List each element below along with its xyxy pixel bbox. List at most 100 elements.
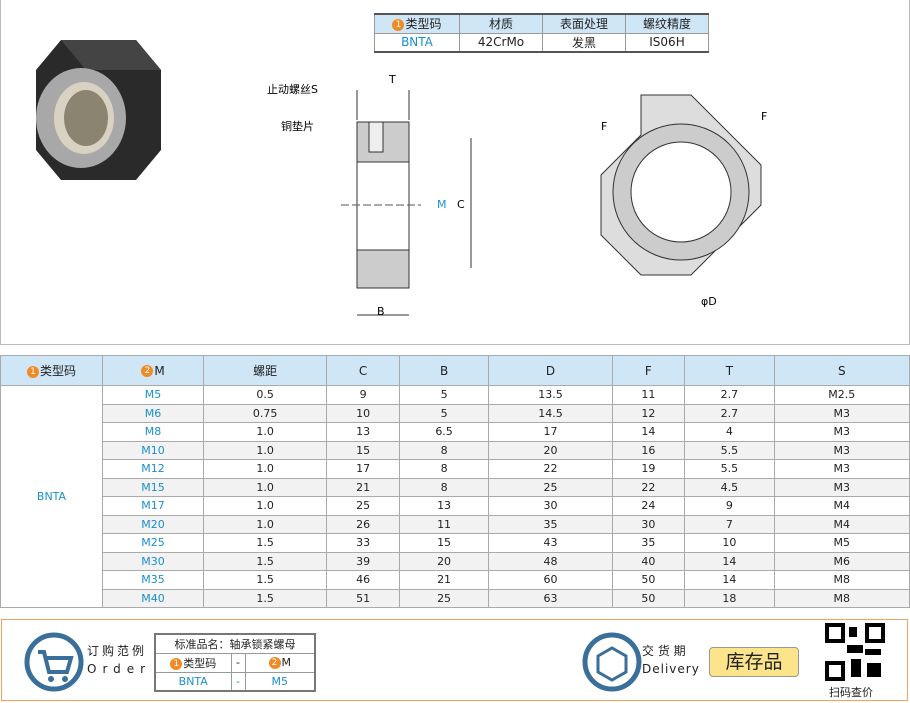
cell-B: 15 — [398, 533, 490, 553]
cell-C: 39 — [326, 551, 400, 571]
label-D: φD — [701, 295, 717, 308]
cell-D: 35 — [488, 514, 613, 534]
type-code-cell: BNTA — [0, 385, 103, 608]
cell-M: M10 — [102, 440, 204, 460]
label-F2: F — [761, 110, 767, 123]
cell-D: 60 — [488, 570, 613, 590]
header-T: T — [684, 355, 775, 386]
order-v1: BNTA — [154, 671, 232, 692]
front-drawing: F F φD — [600, 94, 767, 308]
cell-M: M15 — [102, 477, 204, 497]
order-title-cn: 订购范例 — [87, 644, 148, 658]
cell-B: 13 — [398, 496, 490, 516]
product-photo — [36, 40, 161, 180]
cell-S: M3 — [773, 459, 910, 479]
cell-螺距: 1.5 — [202, 533, 328, 553]
spec-surface: 发黑 — [542, 32, 626, 53]
cell-T: 5.5 — [684, 440, 775, 460]
order-v2: M5 — [244, 671, 316, 692]
cell-M: M17 — [102, 496, 204, 516]
table-row: M40 1.5 51 25 63 50 18 M8 — [1, 588, 910, 608]
cell-螺距: 1.0 — [202, 496, 328, 516]
table-row: M6 0.75 10 5 14.5 12 2.7 M3 — [1, 403, 910, 423]
label-C: C — [457, 198, 465, 211]
table-row: M12 1.0 17 8 22 19 5.5 M3 — [1, 459, 910, 479]
delivery-title-cn: 交 货 期 — [642, 644, 686, 658]
cell-F: 40 — [611, 551, 686, 571]
cell-T: 14 — [684, 551, 775, 571]
order-panel: 订购范例 Order 标准品名：轴承锁紧螺母 1 类型码 -2 M BNTA - M5 交… — [1, 619, 908, 701]
cell-C: 33 — [326, 533, 400, 553]
spec-header-material: 材质 — [459, 13, 543, 34]
cell-B: 5 — [398, 385, 490, 405]
cell-T: 2.7 — [684, 403, 775, 423]
cell-T: 14 — [684, 570, 775, 590]
cell-螺距: 1.5 — [202, 570, 328, 590]
table-row: M15 1.0 21 8 25 22 4.5 M3 — [1, 477, 910, 497]
cell-M: M8 — [102, 422, 204, 442]
cell-M: M40 — [102, 588, 204, 608]
label-copper-pad: 铜垫片 — [281, 119, 314, 133]
table-row: M30 1.5 39 20 48 40 14 M6 — [1, 551, 910, 571]
cell-C: 46 — [326, 570, 400, 590]
cell-B: 6.5 — [398, 422, 490, 442]
stock-badge: 库存品 — [709, 647, 799, 677]
cell-C: 25 — [326, 496, 400, 516]
header-F: F — [611, 355, 686, 386]
label-B: B — [377, 305, 385, 318]
cell-D: 30 — [488, 496, 613, 516]
order-dash2: - — [230, 671, 246, 692]
cell-T: 18 — [684, 588, 775, 608]
table-row: M20 1.0 26 11 35 30 7 M4 — [1, 514, 910, 534]
cell-C: 15 — [326, 440, 400, 460]
cell-M: M5 — [102, 385, 204, 405]
product-panel: T B C M 止动螺丝S 铜垫片 F F φD 1 类型码 材质 表面处理 螺纹… — [0, 0, 910, 345]
order-dash: - — [230, 652, 246, 673]
cell-螺距: 0.5 — [202, 385, 328, 405]
label-F1: F — [601, 120, 607, 133]
cell-F: 11 — [611, 385, 686, 405]
spec-material: 42CrMo — [459, 32, 543, 53]
cell-F: 50 — [611, 570, 686, 590]
cell-B: 5 — [398, 403, 490, 423]
cell-F: 14 — [611, 422, 686, 442]
order-example-table: 标准品名：轴承锁紧螺母 1 类型码 -2 M BNTA - M5 — [154, 633, 316, 692]
cell-C: 21 — [326, 477, 400, 497]
cell-D: 48 — [488, 551, 613, 571]
cell-D: 63 — [488, 588, 613, 608]
cell-T: 4 — [684, 422, 775, 442]
cell-B: 11 — [398, 514, 490, 534]
cell-B: 8 — [398, 459, 490, 479]
cell-S: M6 — [773, 551, 910, 571]
header-pitch: 螺距 — [202, 355, 328, 386]
cell-B: 21 — [398, 570, 490, 590]
cell-S: M2.5 — [773, 385, 910, 405]
cell-D: 43 — [488, 533, 613, 553]
table-row: M25 1.5 33 15 43 35 10 M5 — [1, 533, 910, 553]
table-row: M8 1.0 13 6.5 17 14 4 M3 — [1, 422, 910, 442]
spec-header-type: 类型码 — [405, 17, 442, 32]
cell-S: M3 — [773, 403, 910, 423]
delivery-box-icon — [582, 632, 642, 692]
cell-S: M4 — [773, 514, 910, 534]
cell-S: M8 — [773, 570, 910, 590]
cell-M: M20 — [102, 514, 204, 534]
cell-螺距: 1.5 — [202, 588, 328, 608]
qr-code — [825, 623, 885, 681]
cell-B: 25 — [398, 588, 490, 608]
cell-螺距: 0.75 — [202, 403, 328, 423]
table-row: M10 1.0 15 8 20 16 5.5 M3 — [1, 440, 910, 460]
cell-T: 10 — [684, 533, 775, 553]
cell-S: M8 — [773, 588, 910, 608]
spec-type: BNTA — [374, 32, 460, 53]
label-stop-screw: 止动螺丝S — [267, 83, 318, 96]
cart-icon — [24, 632, 84, 692]
cell-螺距: 1.0 — [202, 477, 328, 497]
label-M: M — [437, 198, 447, 211]
cell-M: M12 — [102, 459, 204, 479]
cell-S: M5 — [773, 533, 910, 553]
cell-C: 26 — [326, 514, 400, 534]
cell-螺距: 1.0 — [202, 459, 328, 479]
cell-F: 24 — [611, 496, 686, 516]
